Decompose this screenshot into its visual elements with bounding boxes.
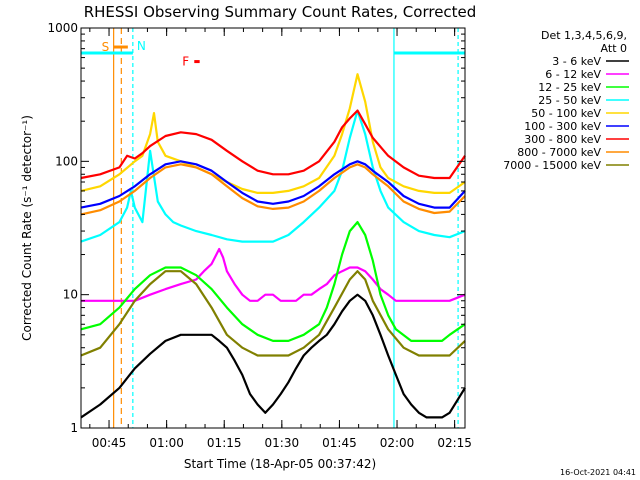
y-tick-label: 1 bbox=[70, 421, 78, 435]
plot-area: N S F bbox=[80, 28, 466, 428]
series-line bbox=[80, 163, 466, 216]
x-axis-ticks: 00:45 01:00 01:15 01:30 01:45 02:00 02:15 bbox=[89, 28, 472, 450]
x-tick-label: 01:45 bbox=[322, 436, 357, 450]
x-tick-label: 01:30 bbox=[265, 436, 300, 450]
legend-header: Det 1,3,4,5,6,9, bbox=[541, 29, 627, 42]
x-tick-label: 01:00 bbox=[149, 436, 184, 450]
series-line bbox=[80, 160, 466, 209]
legend-entry-label: 12 - 25 keV bbox=[538, 81, 601, 94]
y-tick-label: 100 bbox=[55, 154, 78, 168]
plot-frame bbox=[80, 27, 466, 429]
x-tick-label: 02:00 bbox=[380, 436, 415, 450]
x-axis-label: Start Time (18-Apr-05 00:37:42) bbox=[184, 457, 376, 471]
series-line bbox=[81, 247, 466, 302]
y-tick-label: 1000 bbox=[47, 21, 78, 35]
x-tick-label: 00:45 bbox=[92, 436, 127, 450]
series-line bbox=[80, 293, 466, 419]
event-bar-label: S bbox=[102, 40, 110, 54]
legend-header: Att 0 bbox=[601, 42, 627, 55]
legend-entry-label: 3 - 6 keV bbox=[552, 55, 601, 68]
legend-entry-label: 25 - 50 keV bbox=[538, 94, 601, 107]
legend-entry-label: 100 - 300 keV bbox=[524, 120, 601, 133]
y-axis-ticks: 1 10 100 1000 bbox=[47, 21, 465, 435]
chart-title: RHESSI Observing Summary Count Rates, Co… bbox=[84, 3, 477, 21]
series-line bbox=[80, 109, 466, 243]
footer-timestamp: 16-Oct-2021 04:41 bbox=[560, 468, 636, 477]
x-tick-label: 01:15 bbox=[207, 436, 242, 450]
legend-entry-label: 6 - 12 keV bbox=[545, 68, 601, 81]
series-line bbox=[80, 221, 466, 342]
event-bar-label: F bbox=[182, 55, 189, 69]
y-tick-label: 10 bbox=[63, 288, 78, 302]
x-tick-label: 02:15 bbox=[437, 436, 472, 450]
y-axis-label: Corrected Count Rate (s⁻¹ detector⁻¹) bbox=[20, 115, 34, 341]
series-line bbox=[80, 109, 466, 180]
legend-entry-label: 800 - 7000 keV bbox=[517, 146, 601, 159]
event-marker-label: N bbox=[137, 39, 146, 53]
legend-entry-label: 7000 - 15000 keV bbox=[503, 159, 601, 172]
series-line bbox=[80, 270, 466, 357]
legend-entry-label: 300 - 800 keV bbox=[524, 133, 601, 146]
series-line bbox=[80, 73, 466, 194]
legend-entry-label: 50 - 100 keV bbox=[531, 107, 601, 120]
